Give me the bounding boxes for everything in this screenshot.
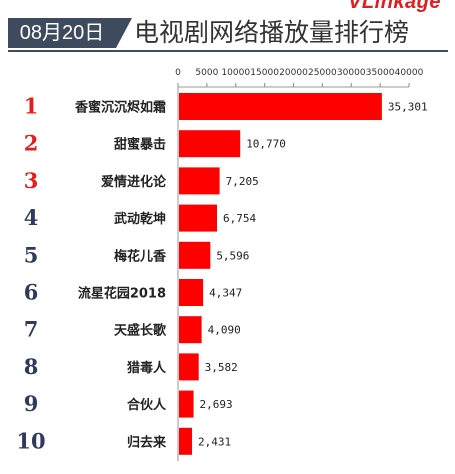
bar <box>179 204 218 232</box>
bar-row: 7 天盛长歌 4,090 <box>24 316 241 344</box>
bar-row: 9 合伙人 2,693 <box>24 390 233 418</box>
category-label: 梅花儿香 <box>114 248 167 264</box>
bar <box>179 427 193 455</box>
bar-row: 5 梅花儿香 5,596 <box>24 241 249 269</box>
bar <box>179 241 211 269</box>
rank-number: 5 <box>24 242 39 267</box>
value-label: 4,090 <box>208 324 241 337</box>
x-tick-label: 0 <box>175 68 181 78</box>
value-label: 6,754 <box>223 212 256 225</box>
category-label: 武动乾坤 <box>114 211 166 227</box>
category-label: 归去来 <box>127 434 167 450</box>
bar <box>179 316 202 344</box>
category-label: 合伙人 <box>127 397 167 413</box>
value-label: 5,596 <box>216 249 249 262</box>
value-label: 7,205 <box>226 175 259 188</box>
bar <box>179 167 220 195</box>
bar-row: 4 武动乾坤 6,754 <box>24 204 256 232</box>
category-label: 香蜜沉沉烬如霜 <box>74 100 166 116</box>
category-label: 猎毒人 <box>127 360 167 376</box>
rank-number: 3 <box>24 168 39 193</box>
bar <box>179 390 194 418</box>
x-tick-label: 40000 <box>395 68 424 78</box>
rank-number: 1 <box>24 94 39 119</box>
value-label: 2,693 <box>200 398 233 411</box>
category-label: 爱情进化论 <box>101 174 167 190</box>
category-label: 流星花园2018 <box>78 286 166 302</box>
chart-title: 电视剧网络播放量排行榜 <box>134 18 410 47</box>
bar <box>179 130 241 158</box>
x-tick-label: 5000 <box>195 68 218 78</box>
bar <box>179 353 199 381</box>
title-divider <box>8 50 448 52</box>
category-label: 甜蜜暴击 <box>114 137 166 153</box>
rank-number: 8 <box>24 354 39 379</box>
bar <box>179 279 204 306</box>
x-tick-label: 25000 <box>308 68 337 78</box>
x-tick-label: 20000 <box>279 68 308 78</box>
value-label: 2,431 <box>198 435 231 448</box>
date-badge: 08月20日 <box>8 18 132 48</box>
rank-number: 6 <box>24 280 39 305</box>
value-label: 35,301 <box>388 101 428 114</box>
x-tick-label: 10000 <box>221 68 250 78</box>
x-axis: 0 5000 10000 15000 20000 25000 30000 35000 40000 <box>175 68 424 461</box>
value-label: 4,347 <box>209 287 242 300</box>
bar-row: 8 猎毒人 3,582 <box>24 353 238 381</box>
rank-number: 9 <box>24 391 39 416</box>
rank-number: 2 <box>24 131 39 156</box>
rank-number: 4 <box>24 205 39 230</box>
category-label: 天盛长歌 <box>114 323 167 339</box>
brand-logo: VLinkage <box>348 0 441 13</box>
bar-row: 10 归去来 2,431 <box>16 427 231 455</box>
x-tick-label: 30000 <box>337 68 366 78</box>
bar <box>179 93 382 120</box>
bar-row: 2 甜蜜暴击 10,770 <box>24 130 286 158</box>
value-label: 3,582 <box>205 361 238 374</box>
rank-number: 7 <box>24 317 39 342</box>
chart-rows: 1 香蜜沉沉烬如霜 35,301 2 甜蜜暴击 10,770 3 爱情进化论 7,205 4 武动乾… <box>16 93 428 455</box>
rank-number: 10 <box>16 428 45 453</box>
value-label: 10,770 <box>246 138 286 151</box>
bar-row: 3 爱情进化论 7,205 <box>24 167 259 195</box>
x-tick-label: 15000 <box>250 68 279 78</box>
x-tick-label: 35000 <box>366 68 395 78</box>
bar-row: 1 香蜜沉沉烬如霜 35,301 <box>24 93 428 120</box>
bar-row: 6 流星花园2018 4,347 <box>24 279 242 306</box>
